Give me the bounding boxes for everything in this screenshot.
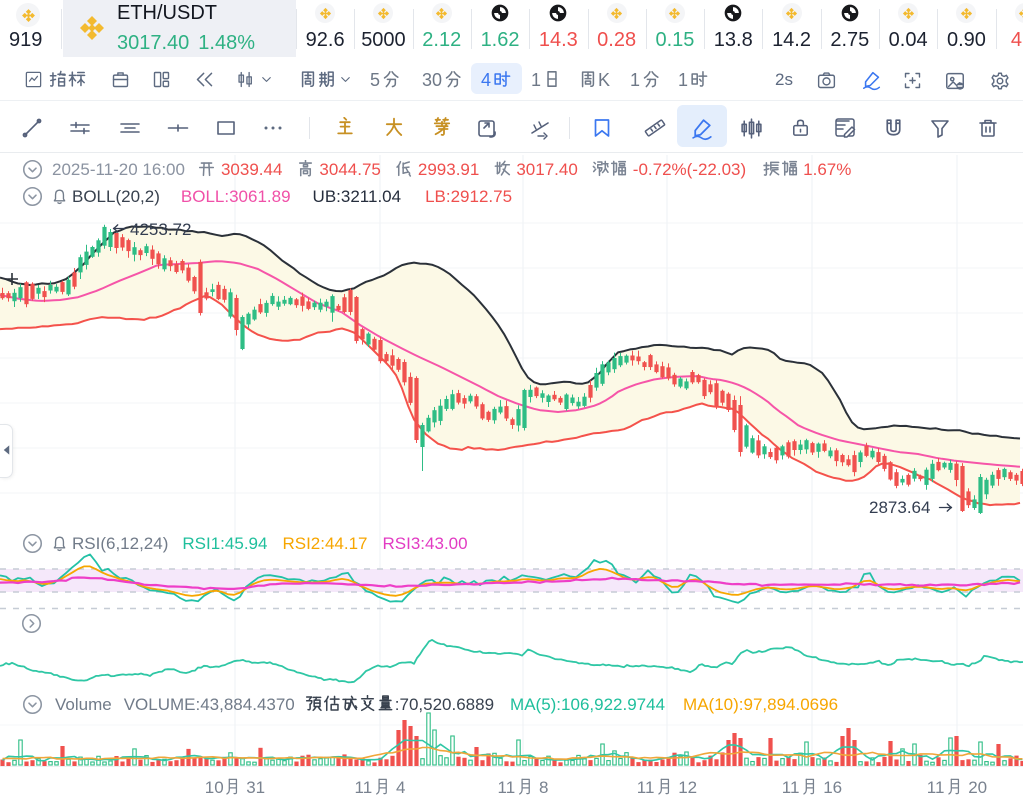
svg-text:11: 11 <box>637 778 655 797</box>
svg-text:20: 20 <box>968 778 987 797</box>
svg-text:31: 31 <box>246 778 265 797</box>
svg-text:4253.72: 4253.72 <box>130 220 191 239</box>
svg-text:8: 8 <box>539 778 548 797</box>
svg-text:11: 11 <box>782 778 800 797</box>
svg-text:11: 11 <box>927 778 945 797</box>
svg-text:16: 16 <box>823 778 842 797</box>
svg-text:11: 11 <box>355 778 373 797</box>
svg-text:12: 12 <box>678 778 697 797</box>
svg-text:11: 11 <box>498 778 516 797</box>
svg-text:4: 4 <box>396 778 405 797</box>
svg-text:2873.64: 2873.64 <box>869 498 930 517</box>
svg-text:10: 10 <box>205 778 224 797</box>
